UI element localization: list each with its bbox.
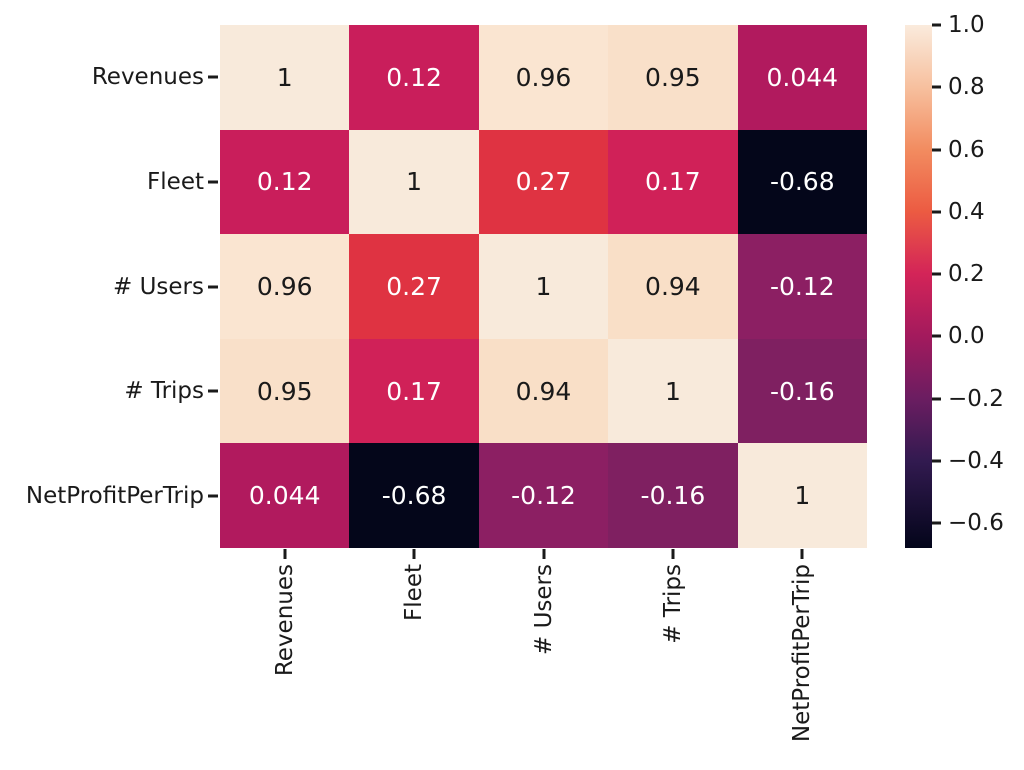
colorbar-tick-mark	[932, 148, 941, 152]
heatmap-cell: 0.17	[608, 129, 738, 235]
y-tick-label: NetProfitPerTrip	[25, 482, 204, 509]
y-tick-label: Revenues	[91, 64, 204, 91]
x-tick-mark	[542, 549, 545, 559]
x-tick-label: NetProfitPerTrip	[789, 564, 816, 743]
heatmap-cell: 0.95	[220, 338, 350, 444]
colorbar-tick-label: −0.2	[948, 385, 1004, 412]
heatmap-cell: 0.044	[737, 25, 867, 130]
heatmap-cell: -0.12	[478, 443, 609, 548]
heatmap-cell: 1	[349, 129, 479, 235]
colorbar-tick-label: 0.4	[948, 198, 985, 225]
colorbar-tick-mark	[932, 334, 941, 338]
heatmap-cell: 0.044	[220, 443, 350, 548]
heatmap-cell: 0.95	[608, 25, 738, 130]
heatmap-cell: -0.12	[737, 234, 867, 339]
colorbar-tick-mark	[932, 521, 941, 525]
y-tick-mark	[208, 180, 218, 184]
colorbar-tick-mark	[932, 210, 941, 214]
heatmap-cell: 0.94	[608, 234, 738, 339]
x-tick-mark	[671, 549, 675, 559]
heatmap-cell: 0.96	[478, 25, 609, 130]
heatmap-cell: 1	[220, 25, 350, 130]
x-tick-label: Revenues	[271, 564, 298, 677]
colorbar-tick-label: −0.6	[948, 510, 1004, 537]
heatmap-cell: 1	[737, 443, 867, 548]
heatmap-cell: 1	[608, 338, 738, 444]
x-tick-label: Fleet	[401, 564, 428, 621]
y-tick-label: # Trips	[124, 378, 204, 405]
colorbar-tick-mark	[932, 397, 941, 401]
colorbar-tick-mark	[932, 272, 941, 276]
heatmap-cell: 0.27	[349, 234, 479, 339]
colorbar-tick-label: 0.6	[948, 136, 985, 163]
x-tick-mark	[283, 549, 287, 559]
x-tick-label: # Users	[530, 564, 557, 655]
colorbar-tick-label: 0.0	[948, 323, 985, 350]
heatmap-cell: 1	[478, 234, 609, 339]
heatmap-cell: 0.12	[349, 25, 479, 130]
colorbar-tick-label: 1.0	[948, 12, 985, 38]
x-tick-label: # Trips	[659, 564, 686, 644]
colorbar-gradient	[905, 25, 932, 548]
heatmap-cell: 0.96	[220, 234, 350, 339]
colorbar-tick-label: 0.2	[948, 261, 985, 288]
colorbar-tick-label: 0.8	[948, 74, 985, 101]
heatmap-cell: -0.16	[737, 338, 867, 444]
heatmap-cell: -0.16	[608, 443, 738, 548]
heatmap-cell: -0.68	[737, 129, 867, 235]
heatmap-cell: 0.27	[478, 129, 609, 235]
colorbar-tick-label: −0.4	[948, 447, 1004, 474]
y-tick-mark	[208, 285, 218, 288]
heatmap-cell: -0.68	[349, 443, 479, 548]
x-tick-mark	[412, 549, 416, 559]
heatmap-cell: 0.17	[349, 338, 479, 444]
heatmap-cell: 0.12	[220, 129, 350, 235]
colorbar-tick-mark	[932, 85, 941, 89]
colorbar-tick-mark	[932, 459, 941, 463]
heatmap-cell: 0.94	[478, 338, 609, 444]
y-tick-label: # Users	[113, 273, 204, 300]
colorbar-tick-mark	[932, 23, 941, 27]
x-tick-mark	[800, 549, 804, 559]
y-tick-mark	[208, 494, 218, 498]
y-tick-mark	[208, 75, 218, 79]
y-tick-mark	[208, 389, 218, 393]
y-tick-label: Fleet	[147, 168, 204, 195]
heatmap-grid: 1 0.12 0.96 0.95 0.044 0.12 1 0.27 0.17 -0.68 0.96…	[220, 25, 867, 548]
